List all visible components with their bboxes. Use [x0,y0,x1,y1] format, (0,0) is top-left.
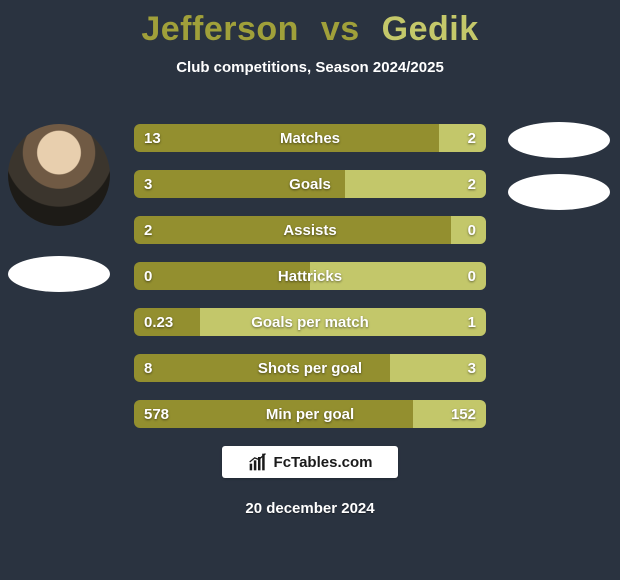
title-player-2: Gedik [382,10,479,48]
stat-value-p2: 1 [468,314,476,331]
stat-value-p1: 0.23 [144,314,173,331]
stat-bar-right: 3 [390,354,486,382]
brand-text: FcTables.com [274,454,373,471]
title-player-1: Jefferson [141,10,299,48]
player-1-club-badge [8,256,110,292]
stat-row: 32Goals [134,170,486,198]
chart-icon [248,452,268,472]
stat-bar-right: 2 [345,170,486,198]
player-2-club-badge [508,174,610,210]
stat-value-p1: 8 [144,360,152,377]
stat-value-p1: 0 [144,268,152,285]
footer-date: 20 december 2024 [0,500,620,517]
stat-bar-right: 2 [439,124,486,152]
stat-value-p2: 3 [468,360,476,377]
stat-bar-left: 0.23 [134,308,200,336]
stat-bar-left: 0 [134,262,310,290]
stat-value-p2: 0 [468,222,476,239]
stat-bars: 132Matches32Goals20Assists00Hattricks0.2… [134,124,486,446]
page-title: Jefferson vs Gedik [0,10,620,49]
stat-bar-left: 8 [134,354,390,382]
title-vs: vs [321,10,360,48]
stat-row: 0.231Goals per match [134,308,486,336]
stat-row: 00Hattricks [134,262,486,290]
stat-value-p2: 0 [468,268,476,285]
stat-bar-right: 0 [451,216,486,244]
stat-value-p1: 3 [144,176,152,193]
stat-value-p2: 2 [468,130,476,147]
player-1-avatar [8,124,110,226]
stat-value-p1: 2 [144,222,152,239]
stat-value-p1: 578 [144,406,169,423]
stat-bar-left: 578 [134,400,413,428]
stat-row: 83Shots per goal [134,354,486,382]
stat-value-p1: 13 [144,130,161,147]
stat-bar-left: 2 [134,216,451,244]
stat-bar-right: 152 [413,400,486,428]
player-2-avatar [508,122,610,158]
stat-bar-left: 3 [134,170,345,198]
stat-value-p2: 152 [451,406,476,423]
stat-bar-right: 0 [310,262,486,290]
stat-row: 20Assists [134,216,486,244]
stat-bar-left: 13 [134,124,439,152]
comparison-card: Jefferson vs Gedik Club competitions, Se… [0,0,620,580]
stat-row: 578152Min per goal [134,400,486,428]
subtitle: Club competitions, Season 2024/2025 [0,59,620,76]
stat-row: 132Matches [134,124,486,152]
stat-bar-right: 1 [200,308,486,336]
stat-value-p2: 2 [468,176,476,193]
brand-badge: FcTables.com [222,446,398,478]
